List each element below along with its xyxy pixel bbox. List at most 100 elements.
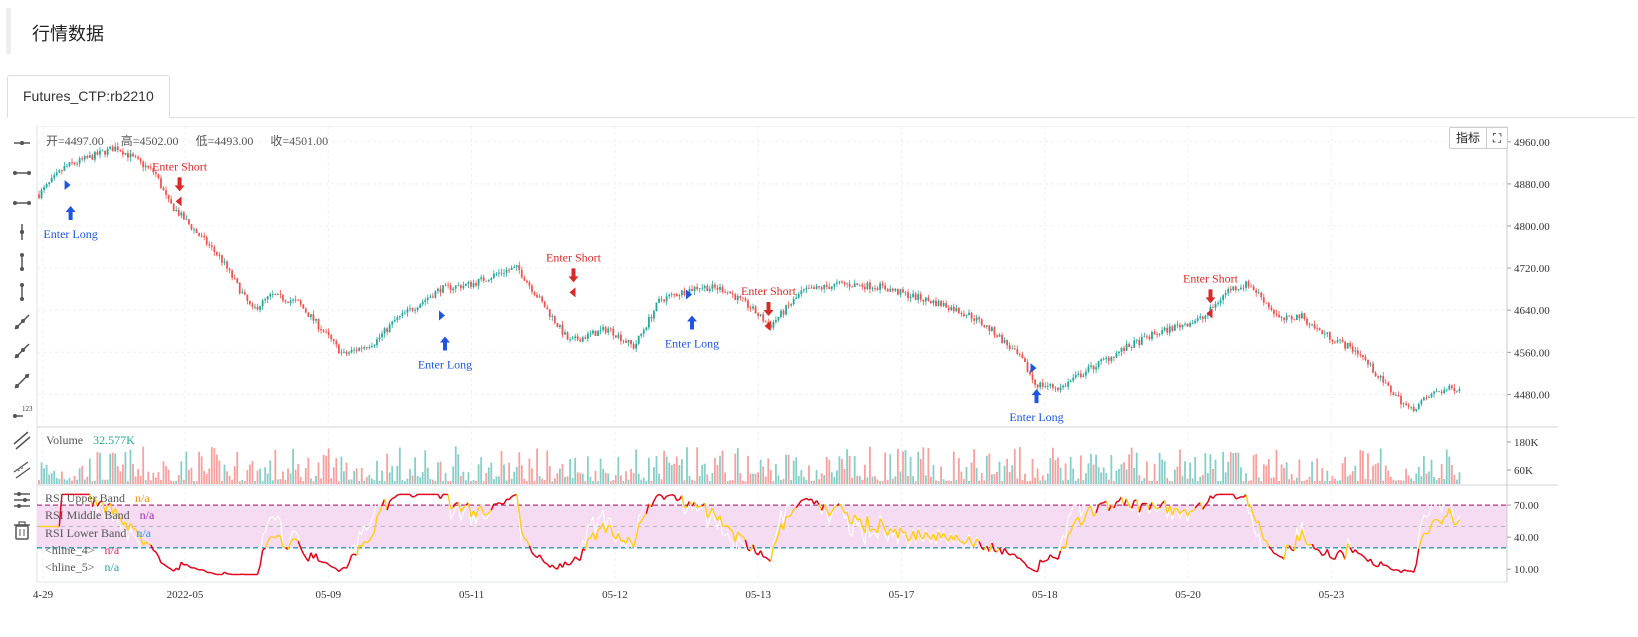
rsi-fast-segment (955, 534, 960, 541)
rsi-fast-segment (864, 516, 869, 533)
enter-short-label: Enter Short (1183, 271, 1239, 285)
chart-area[interactable]: Enter Long Enter Short Enter Long Enter Sho… (0, 126, 1638, 637)
volume-bar (1313, 481, 1316, 484)
volume-bar (838, 456, 841, 484)
volume-bar (241, 480, 244, 484)
volume-bar (198, 451, 200, 484)
volume-bar (1059, 467, 1062, 484)
candle-body (1237, 289, 1240, 290)
rsi-fast-segment (597, 527, 602, 531)
candle-body (309, 314, 312, 317)
candle-body (165, 190, 167, 195)
candle-body (1295, 314, 1298, 320)
candle-body (866, 282, 869, 290)
price-label-icon[interactable]: 123 (10, 398, 34, 422)
candle-body (970, 312, 973, 319)
candle-body (167, 194, 170, 200)
rsi-fast-segment (998, 547, 1003, 555)
horizontal-line-icon[interactable] (10, 191, 34, 215)
candle-body (210, 245, 213, 248)
parallel-channel-icon[interactable] (10, 428, 34, 452)
rsi-fast-segment (851, 514, 856, 525)
enter-long-label: Enter Long (665, 336, 719, 350)
rsi-fast-segment (1171, 508, 1176, 516)
candle-body (144, 165, 147, 168)
rsi-fast-segment (866, 516, 871, 532)
volume-bar (1199, 476, 1202, 484)
candle-body (538, 296, 541, 298)
trash-icon[interactable] (10, 518, 34, 542)
tab-symbol[interactable]: Futures_CTP:rb2210 (7, 75, 170, 118)
rsi-fast-segment (1024, 562, 1029, 568)
rsi-fast-segment (608, 524, 611, 527)
hatch-channel-icon[interactable] (10, 458, 34, 482)
candle-body (475, 283, 477, 286)
volume-bar (531, 468, 533, 484)
candle-body (574, 336, 577, 339)
indicators-button[interactable]: 指标 (1450, 128, 1488, 148)
volume-bar (1326, 470, 1329, 484)
volume-bar (747, 455, 749, 484)
volume-bar (736, 448, 739, 484)
rsi-fast-segment (1263, 539, 1267, 542)
vertical-segment-icon[interactable] (10, 220, 34, 244)
vertical-dots-icon[interactable] (10, 250, 34, 274)
trend-ray-icon[interactable] (10, 310, 34, 334)
volume-bar (66, 480, 68, 484)
candle-body (68, 162, 71, 166)
volume-bar (734, 453, 737, 484)
rsi-fast-segment (1029, 567, 1034, 571)
volume-bar (447, 481, 450, 484)
volume-bar (459, 475, 462, 484)
candle-body (1100, 359, 1103, 362)
volume-bar (215, 454, 218, 484)
volume-bar (317, 462, 320, 484)
enter-short-label: Enter Short (546, 250, 602, 264)
candle-body (930, 300, 932, 304)
trend-line-icon[interactable] (10, 369, 34, 393)
volume-bar (1046, 473, 1049, 484)
trend-segment-icon[interactable] (10, 339, 34, 363)
volume-bar (917, 451, 920, 484)
candle-body (561, 324, 564, 335)
rsi-fast-segment (1113, 501, 1118, 509)
horizontal-segment-icon[interactable] (10, 161, 34, 185)
candle-body (193, 229, 195, 231)
rsi-fast-segment (1405, 569, 1409, 572)
volume-bar (589, 476, 592, 484)
candle-body (614, 335, 617, 338)
indicator-settings-icon[interactable] (10, 488, 34, 512)
volume-bar (1107, 479, 1110, 484)
volume-bar (221, 480, 223, 484)
vertical-line-icon[interactable] (10, 280, 34, 304)
rsi-fast-segment (752, 544, 757, 554)
volume-bar (175, 480, 178, 484)
rsi-fast-segment (1420, 532, 1425, 540)
candle-body (1217, 303, 1219, 304)
horizontal-ray-icon[interactable] (10, 131, 34, 155)
rsi-fast-segment (132, 527, 136, 531)
volume-bar (1420, 476, 1423, 484)
fullscreen-icon[interactable]: ⛶ (1492, 131, 1502, 145)
rsi-fast-segment (681, 495, 686, 508)
volume-bar (668, 462, 671, 484)
candle-body (1163, 327, 1166, 331)
volume-bar (802, 477, 805, 484)
rsi-fast-segment (879, 518, 884, 524)
candle-body (945, 303, 948, 308)
volume-bar (1064, 463, 1067, 484)
volume-bar (686, 447, 688, 484)
candle-body (73, 163, 76, 164)
candle-body (983, 325, 986, 327)
volume-bar (663, 450, 666, 484)
volume-bar (871, 476, 874, 484)
long-marker-icon (1030, 363, 1037, 374)
volume-bar (482, 481, 485, 484)
candle-body (1425, 397, 1428, 399)
volume-bar (121, 464, 124, 484)
candle-body (1361, 355, 1364, 358)
rsi-fast-segment (1130, 500, 1135, 509)
rsi-fast-segment (1332, 557, 1336, 561)
volume-bar (790, 480, 793, 484)
